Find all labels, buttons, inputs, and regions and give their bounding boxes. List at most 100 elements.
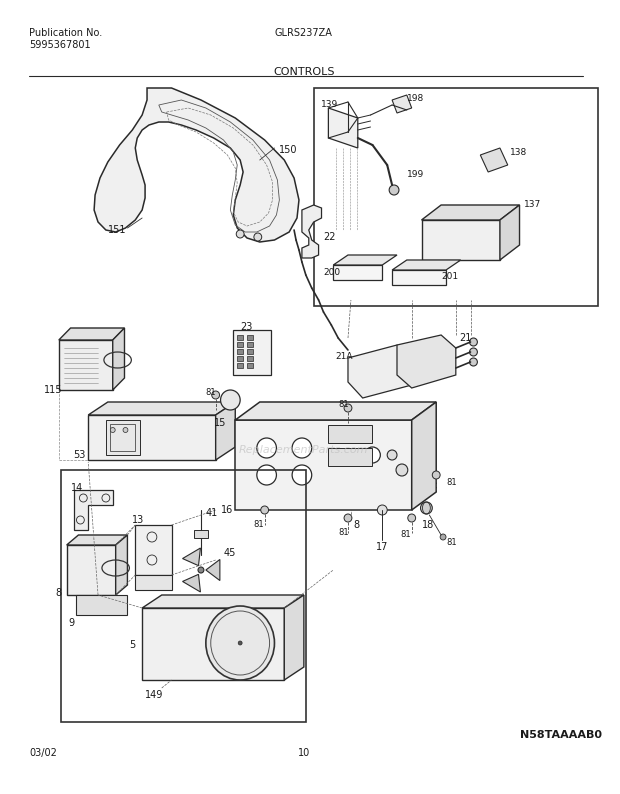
Text: CONTROLS: CONTROLS [273, 67, 335, 77]
Circle shape [432, 471, 440, 479]
Text: 5: 5 [130, 640, 136, 650]
Text: N58TAAAAB0: N58TAAAAB0 [520, 730, 601, 740]
Text: 198: 198 [407, 94, 424, 103]
Text: 151: 151 [108, 225, 126, 235]
Circle shape [396, 464, 408, 476]
Bar [247, 363, 253, 368]
Text: 10: 10 [298, 748, 310, 758]
Bar [247, 356, 253, 361]
Circle shape [378, 505, 388, 515]
Circle shape [236, 230, 244, 238]
Bar [247, 335, 253, 340]
Polygon shape [392, 260, 461, 270]
Text: 15: 15 [214, 418, 226, 428]
Bar [237, 356, 243, 361]
Polygon shape [67, 545, 116, 595]
Bar [110, 424, 135, 451]
Text: 115: 115 [44, 385, 63, 395]
Circle shape [110, 427, 115, 433]
Bar [61, 470, 306, 722]
Polygon shape [329, 108, 358, 148]
Polygon shape [182, 574, 200, 592]
Circle shape [254, 233, 262, 241]
Polygon shape [302, 205, 322, 258]
Polygon shape [412, 402, 436, 510]
Polygon shape [348, 345, 412, 398]
Text: 8: 8 [353, 520, 359, 530]
Bar [237, 342, 243, 347]
Circle shape [238, 641, 242, 645]
Polygon shape [392, 270, 446, 285]
Text: 81: 81 [206, 388, 216, 397]
Text: 81: 81 [446, 538, 457, 547]
Polygon shape [392, 95, 412, 113]
Circle shape [469, 358, 477, 366]
Circle shape [389, 185, 399, 195]
Circle shape [292, 465, 312, 485]
Text: 22: 22 [324, 232, 336, 242]
Bar [106, 420, 140, 455]
Text: 41: 41 [206, 508, 218, 518]
Text: 81: 81 [338, 400, 349, 409]
Circle shape [261, 506, 268, 514]
Polygon shape [235, 402, 436, 420]
Text: Publication No.: Publication No. [29, 28, 103, 38]
Circle shape [292, 438, 312, 458]
Polygon shape [88, 415, 216, 460]
Text: 53: 53 [74, 450, 86, 460]
Bar [247, 342, 253, 347]
Text: 18: 18 [422, 520, 434, 530]
Text: 149: 149 [145, 690, 164, 700]
Text: 138: 138 [510, 148, 527, 157]
Bar [329, 425, 373, 443]
Circle shape [440, 534, 446, 540]
Text: 23: 23 [240, 322, 252, 332]
Text: 21: 21 [459, 333, 471, 343]
Polygon shape [182, 548, 200, 565]
Polygon shape [135, 575, 172, 590]
Text: 13: 13 [132, 515, 144, 525]
Polygon shape [59, 328, 125, 340]
Text: 139: 139 [321, 100, 338, 109]
Text: 201: 201 [441, 272, 458, 281]
Polygon shape [235, 420, 412, 510]
Polygon shape [135, 525, 172, 575]
Polygon shape [422, 205, 520, 220]
Polygon shape [216, 402, 235, 460]
Circle shape [420, 502, 432, 514]
Text: 81: 81 [338, 528, 349, 537]
Circle shape [469, 348, 477, 356]
Circle shape [344, 404, 352, 412]
Polygon shape [334, 265, 383, 280]
Bar [237, 335, 243, 340]
Circle shape [221, 390, 240, 410]
Polygon shape [334, 255, 397, 265]
Circle shape [257, 438, 277, 458]
Ellipse shape [206, 606, 275, 680]
Text: 17: 17 [376, 542, 389, 552]
Polygon shape [285, 595, 304, 680]
Text: GLRS237ZA: GLRS237ZA [275, 28, 333, 38]
Text: 03/02: 03/02 [29, 748, 57, 758]
Polygon shape [94, 88, 299, 242]
Polygon shape [59, 340, 113, 390]
Text: 14: 14 [71, 483, 83, 493]
Circle shape [123, 427, 128, 433]
Polygon shape [500, 205, 520, 260]
Bar [233, 330, 270, 375]
Polygon shape [422, 220, 500, 260]
Text: 9: 9 [69, 618, 75, 628]
Polygon shape [142, 595, 304, 608]
Polygon shape [67, 535, 128, 545]
Circle shape [365, 447, 380, 463]
Polygon shape [142, 608, 285, 680]
Text: 81: 81 [446, 478, 457, 487]
Text: 21A: 21A [335, 352, 353, 361]
Circle shape [408, 514, 415, 522]
Text: 150: 150 [280, 145, 298, 155]
Bar [329, 448, 373, 466]
Polygon shape [113, 328, 125, 390]
Circle shape [388, 450, 397, 460]
Text: 137: 137 [525, 200, 542, 209]
Circle shape [344, 514, 352, 522]
